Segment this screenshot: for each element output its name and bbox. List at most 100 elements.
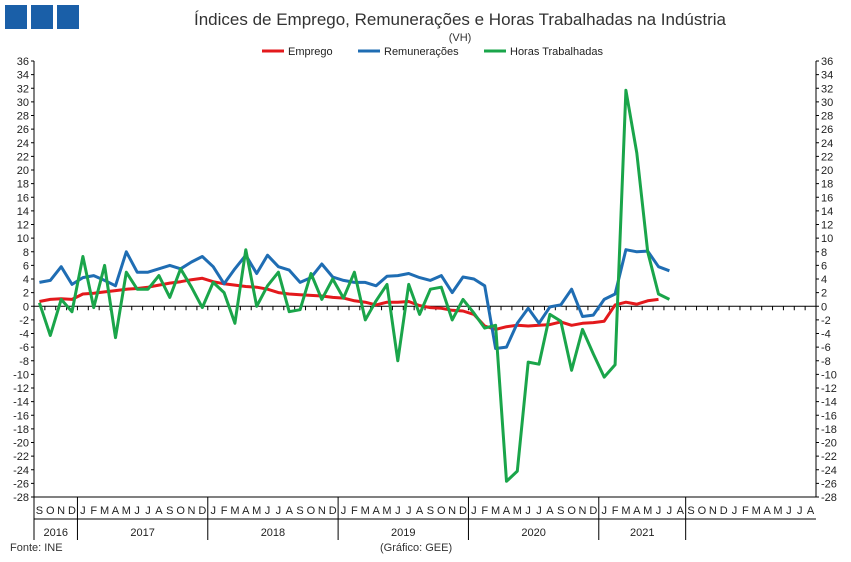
month-label: D xyxy=(459,505,467,517)
month-label: M xyxy=(643,505,652,517)
month-label: F xyxy=(742,505,749,517)
month-label: M xyxy=(513,505,522,517)
y-tick-label-right: -22 xyxy=(821,451,837,463)
month-label: N xyxy=(448,505,456,517)
month-label: S xyxy=(36,505,43,517)
month-label: D xyxy=(68,505,76,517)
month-label: J xyxy=(406,505,412,517)
month-label: A xyxy=(416,505,424,517)
y-tick-label-left: -24 xyxy=(13,465,29,477)
y-tick-label-left: -10 xyxy=(13,369,29,381)
y-tick-label-right: 34 xyxy=(821,70,833,82)
y-tick-label-right: 12 xyxy=(821,220,833,232)
month-label: F xyxy=(481,505,488,517)
month-label: J xyxy=(395,505,401,517)
y-tick-label-right: -18 xyxy=(821,424,837,436)
month-label: D xyxy=(329,505,337,517)
month-label: M xyxy=(100,505,109,517)
y-tick-label-left: 24 xyxy=(17,138,29,150)
y-tick-label-right: 22 xyxy=(821,151,833,163)
month-label: D xyxy=(198,505,206,517)
month-label: O xyxy=(176,505,185,517)
month-label: F xyxy=(221,505,228,517)
month-label: J xyxy=(134,505,140,517)
month-label: A xyxy=(546,505,554,517)
y-tick-label-left: 32 xyxy=(17,83,29,95)
month-label: J xyxy=(601,505,607,517)
month-label: M xyxy=(252,505,261,517)
month-label: N xyxy=(579,505,587,517)
y-tick-label-left: 20 xyxy=(17,165,29,177)
y-tick-label-left: 14 xyxy=(17,206,29,218)
y-tick-label-right: -8 xyxy=(821,356,831,368)
y-tick-label-left: -12 xyxy=(13,383,29,395)
y-tick-label-right: -12 xyxy=(821,383,837,395)
month-label: F xyxy=(612,505,619,517)
y-tick-label-left: 30 xyxy=(17,97,29,109)
year-label: 2019 xyxy=(391,527,415,539)
month-label: A xyxy=(807,505,815,517)
y-tick-label-left: 26 xyxy=(17,124,29,136)
y-tick-label-left: 8 xyxy=(23,247,29,259)
year-label: 2018 xyxy=(261,527,285,539)
month-label: N xyxy=(709,505,717,517)
y-tick-label-left: -8 xyxy=(19,356,29,368)
y-tick-label-left: -14 xyxy=(13,397,29,409)
month-label: A xyxy=(286,505,294,517)
month-label: A xyxy=(677,505,685,517)
y-tick-label-left: 12 xyxy=(17,220,29,232)
month-label: J xyxy=(145,505,151,517)
month-label: A xyxy=(242,505,250,517)
y-tick-label-right: 30 xyxy=(821,97,833,109)
y-tick-label-right: -10 xyxy=(821,369,837,381)
y-tick-label-left: -6 xyxy=(19,342,29,354)
month-label: A xyxy=(503,505,511,517)
y-tick-label-right: 36 xyxy=(821,56,833,68)
month-label: O xyxy=(698,505,707,517)
month-label: J xyxy=(341,505,347,517)
month-label: J xyxy=(525,505,531,517)
month-label: D xyxy=(589,505,597,517)
month-label: M xyxy=(122,505,131,517)
y-tick-label-left: 28 xyxy=(17,111,29,123)
y-tick-label-right: -28 xyxy=(821,492,837,504)
series-line-remunerações xyxy=(39,248,670,350)
y-tick-label-right: 24 xyxy=(821,138,833,150)
month-label: M xyxy=(773,505,782,517)
gee-logo xyxy=(5,5,79,29)
month-label: M xyxy=(621,505,630,517)
month-label: S xyxy=(557,505,564,517)
legend-label: Emprego xyxy=(288,46,333,58)
y-tick-label-right: -4 xyxy=(821,329,831,341)
y-tick-label-right: 16 xyxy=(821,192,833,204)
month-label: M xyxy=(491,505,500,517)
y-tick-label-left: -2 xyxy=(19,315,29,327)
y-tick-label-right: 10 xyxy=(821,233,833,245)
y-tick-label-left: 36 xyxy=(17,56,29,68)
chart-title: Índices de Emprego, Remunerações e Horas… xyxy=(193,10,727,29)
y-tick-label-right: -14 xyxy=(821,397,837,409)
month-label: A xyxy=(633,505,641,517)
month-label: F xyxy=(351,505,358,517)
y-tick-label-right: -20 xyxy=(821,438,837,450)
month-label: A xyxy=(155,505,163,517)
year-label: 2021 xyxy=(630,527,654,539)
y-tick-label-left: -28 xyxy=(13,492,29,504)
source-note: Fonte: INE xyxy=(10,542,63,554)
y-tick-label-left: 22 xyxy=(17,151,29,163)
y-tick-label-right: 8 xyxy=(821,247,827,259)
y-tick-label-left: -16 xyxy=(13,410,29,422)
y-tick-label-right: -26 xyxy=(821,478,837,490)
legend-label: Horas Trabalhadas xyxy=(510,46,603,58)
chart-subtitle: (VH) xyxy=(448,32,472,44)
y-tick-label-right: 0 xyxy=(821,301,827,313)
y-tick-label-left: 18 xyxy=(17,179,29,191)
y-tick-label-right: 6 xyxy=(821,260,827,272)
month-label: A xyxy=(372,505,380,517)
y-tick-label-left: -4 xyxy=(19,329,29,341)
month-label: S xyxy=(296,505,303,517)
month-label: J xyxy=(797,505,803,517)
y-tick-label-left: 6 xyxy=(23,260,29,272)
y-tick-label-right: 20 xyxy=(821,165,833,177)
y-tick-label-right: 18 xyxy=(821,179,833,191)
